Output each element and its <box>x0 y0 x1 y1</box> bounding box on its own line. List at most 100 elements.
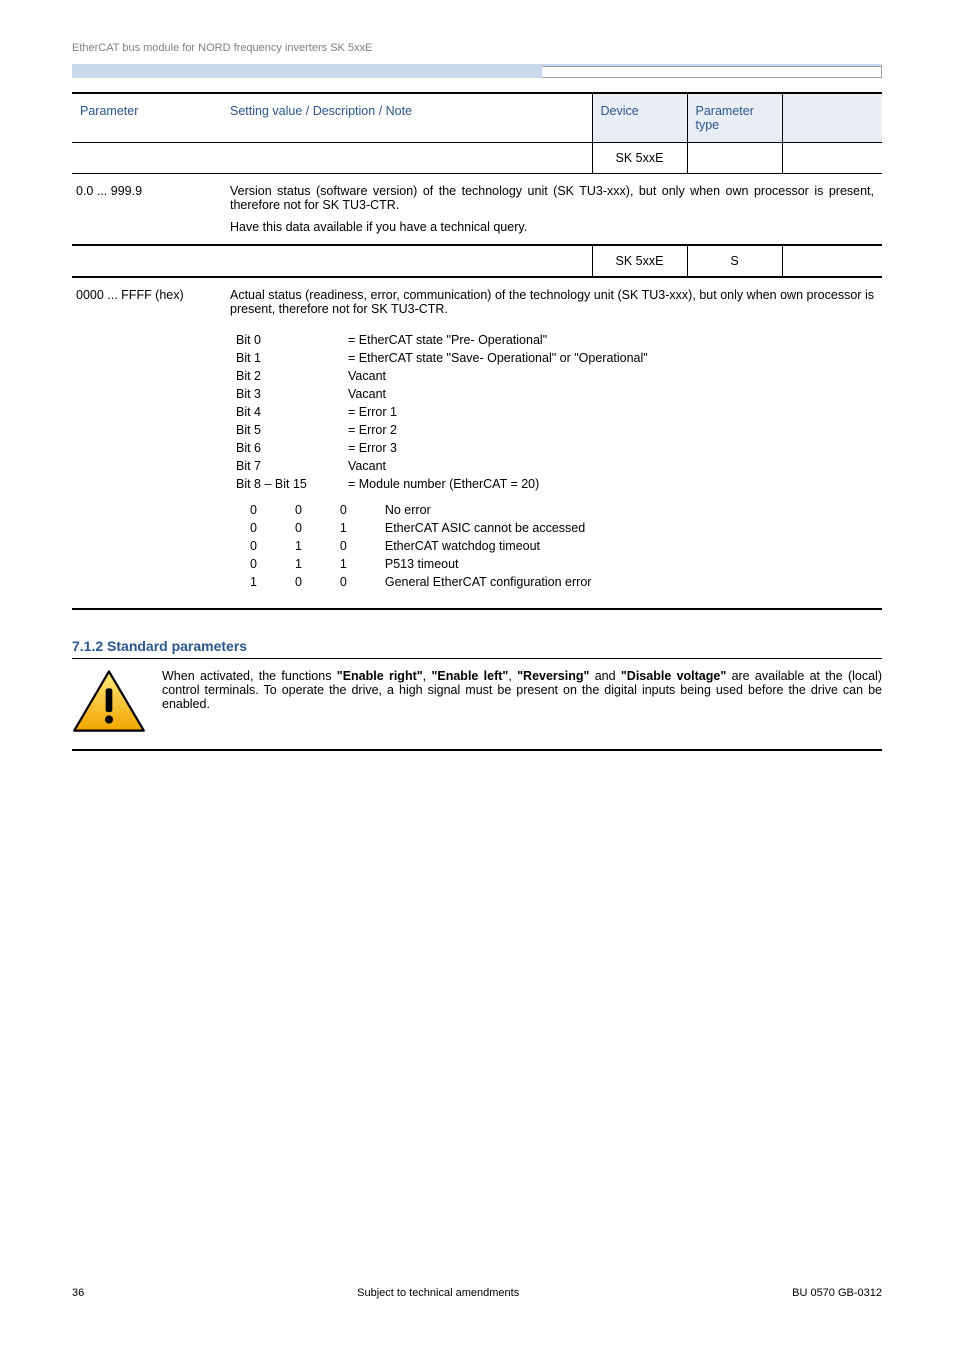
error-cell: 0 <box>232 538 275 554</box>
table-row: 0.0 ... 999.9 Version status (software v… <box>72 174 882 246</box>
bit-label: Bit 5 <box>232 422 342 438</box>
bit-label: Bit 8 – Bit 15 <box>232 476 342 492</box>
cell-device: SK 5xxE <box>592 143 687 174</box>
version-desc-2: Have this data available if you have a t… <box>230 220 874 234</box>
error-row: 011P513 timeout <box>232 556 609 572</box>
cell <box>222 245 592 277</box>
error-cell: 0 <box>232 520 275 536</box>
note-text: When activated, the functions "Enable ri… <box>162 669 882 711</box>
error-cell: 0 <box>277 520 320 536</box>
error-cell: 0 <box>277 502 320 518</box>
bits-row: Bit 4= Error 1 <box>232 404 652 420</box>
error-cell: 1 <box>322 556 365 572</box>
col-last <box>782 93 882 143</box>
cell <box>782 143 882 174</box>
col-setting: Setting value / Description / Note <box>222 93 592 143</box>
bits-row: Bit 7Vacant <box>232 458 652 474</box>
note-b3: "Reversing" <box>517 669 589 683</box>
actual-status-desc: Actual status (readiness, error, communi… <box>230 288 874 316</box>
error-row: 100General EtherCAT configuration error <box>232 574 609 590</box>
error-msg: P513 timeout <box>367 556 610 572</box>
bit-label: Bit 6 <box>232 440 342 456</box>
bits-row: Bit 8 – Bit 15= Module number (EtherCAT … <box>232 476 652 492</box>
error-cell: 1 <box>277 538 320 554</box>
bit-value: = EtherCAT state "Save- Operational" or … <box>344 350 652 366</box>
col-device: Device <box>592 93 687 143</box>
bits-row: Bit 5= Error 2 <box>232 422 652 438</box>
bit-value: = EtherCAT state "Pre- Operational" <box>344 332 652 348</box>
cell-desc: Actual status (readiness, error, communi… <box>222 277 882 609</box>
page-footer: 36 Subject to technical amendments BU 05… <box>72 1287 882 1299</box>
bit-label: Bit 4 <box>232 404 342 420</box>
bit-label: Bit 1 <box>232 350 342 366</box>
cell-ptype: S <box>687 245 782 277</box>
header-rule-inset <box>542 66 882 78</box>
col-ptype: Parameter type <box>687 93 782 143</box>
cell-desc: Version status (software version) of the… <box>222 174 882 246</box>
cell <box>72 245 222 277</box>
running-head: EtherCAT bus module for NORD frequency i… <box>72 42 882 54</box>
error-msg: EtherCAT ASIC cannot be accessed <box>367 520 610 536</box>
note-t1: When activated, the functions <box>162 669 337 683</box>
footer-right: BU 0570 GB-0312 <box>792 1287 882 1299</box>
error-table: Error 1 Error 2 Error 3 000No error001Et… <box>230 498 611 592</box>
error-row: 000No error <box>232 502 609 518</box>
bit-value: Vacant <box>344 368 652 384</box>
bit-value: Vacant <box>344 386 652 402</box>
col-parameter: Parameter <box>72 93 222 143</box>
bit-label: Bit 7 <box>232 458 342 474</box>
cell <box>687 143 782 174</box>
error-cell: 0 <box>232 502 275 518</box>
bit-label: Bit 0 <box>232 332 342 348</box>
table-row: SK 5xxE S <box>72 245 882 277</box>
bits-row: Bit 2Vacant <box>232 368 652 384</box>
parameter-table: Parameter Setting value / Description / … <box>72 92 882 610</box>
bit-value: = Module number (EtherCAT = 20) <box>344 476 652 492</box>
error-cell: 0 <box>322 538 365 554</box>
note-block: When activated, the functions "Enable ri… <box>72 669 882 741</box>
cell-param: 0000 ... FFFF (hex) <box>72 277 222 609</box>
note-b2: "Enable left" <box>431 669 508 683</box>
bit-value: Vacant <box>344 458 652 474</box>
cell-device: SK 5xxE <box>592 245 687 277</box>
error-row: 010EtherCAT watchdog timeout <box>232 538 609 554</box>
bit-value: = Error 2 <box>344 422 652 438</box>
bit-label: Bit 3 <box>232 386 342 402</box>
table-row: 0000 ... FFFF (hex) Actual status (readi… <box>72 277 882 609</box>
note-bottom-rule <box>72 749 882 751</box>
error-cell: 1 <box>232 574 275 590</box>
cell <box>72 143 222 174</box>
error-cell: 1 <box>277 556 320 572</box>
header-blue-rule <box>72 64 882 78</box>
error-msg: No error <box>367 502 610 518</box>
bits-row: Bit 0= EtherCAT state "Pre- Operational" <box>232 332 652 348</box>
bit-label: Bit 2 <box>232 368 342 384</box>
version-desc-1: Version status (software version) of the… <box>230 184 874 212</box>
error-msg: EtherCAT watchdog timeout <box>367 538 610 554</box>
bits-table: Bit 0= EtherCAT state "Pre- Operational"… <box>230 330 654 494</box>
bit-value: = Error 1 <box>344 404 652 420</box>
thin-rule <box>72 658 882 659</box>
bits-row: Bit 1= EtherCAT state "Save- Operational… <box>232 350 652 366</box>
bit-value: = Error 3 <box>344 440 652 456</box>
cell <box>782 245 882 277</box>
footer-center: Subject to technical amendments <box>357 1287 519 1299</box>
table-header-row: Parameter Setting value / Description / … <box>72 93 882 143</box>
note-b1: "Enable right" <box>337 669 423 683</box>
note-t3: , <box>508 669 517 683</box>
cell-param: 0.0 ... 999.9 <box>72 174 222 246</box>
bits-row: Bit 3Vacant <box>232 386 652 402</box>
error-cell: 0 <box>322 574 365 590</box>
bits-row: Bit 6= Error 3 <box>232 440 652 456</box>
error-cell: 0 <box>232 556 275 572</box>
error-msg: General EtherCAT configuration error <box>367 574 610 590</box>
note-b4: "Disable voltage" <box>621 669 726 683</box>
error-cell: 1 <box>322 520 365 536</box>
std-params-title: 7.1.2 Standard parameters <box>72 638 882 654</box>
error-cell: 0 <box>322 502 365 518</box>
warning-icon <box>72 669 146 733</box>
error-cell: 0 <box>277 574 320 590</box>
cell <box>222 143 592 174</box>
note-t4: and <box>589 669 620 683</box>
footer-left: 36 <box>72 1287 84 1299</box>
